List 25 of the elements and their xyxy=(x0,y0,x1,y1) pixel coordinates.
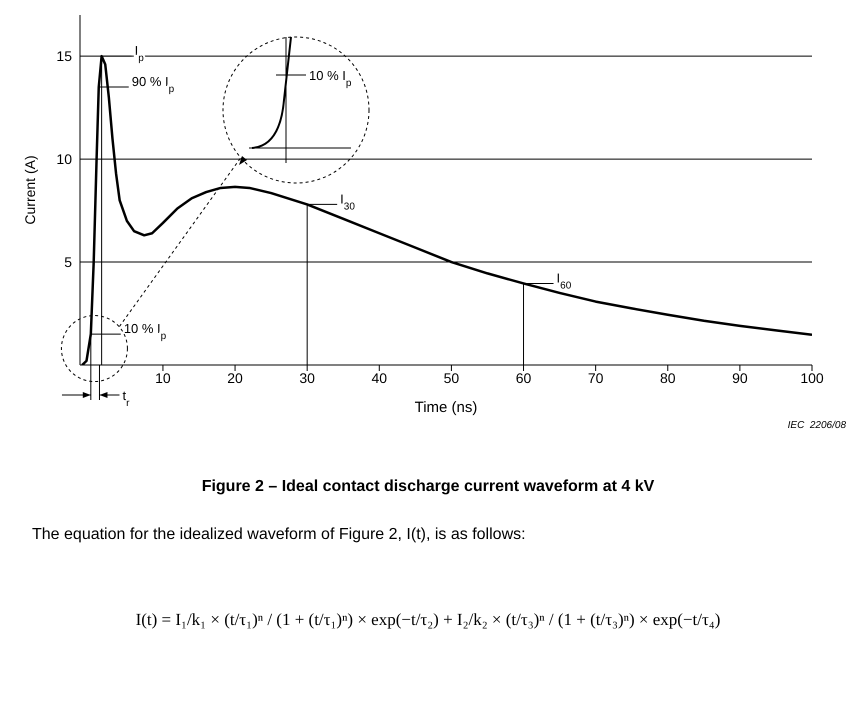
x-tick-label: 50 xyxy=(444,370,460,386)
text: The equation for the idealized waveform of Figure 2, I(t), is as follows: xyxy=(32,526,526,543)
x-tick-label: 90 xyxy=(732,370,748,386)
annotation: 10 % I$_{p}$ xyxy=(309,68,352,88)
annotation: I$_{60}$ xyxy=(556,270,572,291)
y-tick-label: 15 xyxy=(56,48,72,64)
x-axis-title: Time (ns) xyxy=(414,399,478,416)
annotation: 10 % I$_{p}$ xyxy=(124,321,167,342)
y-tick-label: 5 xyxy=(64,254,72,270)
text: Figure 2 – Ideal contact discharge current waveform at 4 kV xyxy=(202,478,654,495)
x-tick-label: 70 xyxy=(588,370,604,386)
x-tick-label: 60 xyxy=(516,370,532,386)
x-tick-label: 10 xyxy=(155,370,171,386)
text: t$_{r}$ xyxy=(122,388,130,408)
x-tick-label: 30 xyxy=(299,370,316,386)
annotation: 90 % I$_{p}$ xyxy=(132,74,175,95)
x-tick-label: 40 xyxy=(372,370,388,386)
x-tick-label: 80 xyxy=(660,370,676,386)
y-axis-title: Current (A) xyxy=(22,155,38,225)
y-tick-label: 10 xyxy=(56,151,72,168)
annotation: I$_{30}$ xyxy=(340,191,356,212)
x-tick-label: 100 xyxy=(800,370,824,386)
text: IEC 2206/08 xyxy=(788,420,846,431)
text: I(t) = I₁/k₁ × (t/τ₁)ⁿ / (1 + (t/τ₁)ⁿ) × exp(−t/τ₂) + I₂/k₂ × (t/τ₃)ⁿ / (1 + (t/τ₃)ⁿ) × exp(−t/τ₄) xyxy=(136,610,720,629)
x-tick-label: 20 xyxy=(227,370,244,386)
